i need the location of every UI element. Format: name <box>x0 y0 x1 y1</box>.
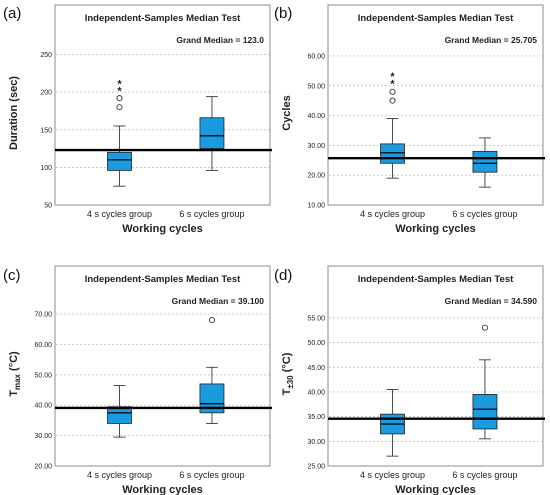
panel-frame <box>327 4 544 206</box>
y-tick-label: 50.00 <box>307 340 325 347</box>
panel-letter: (a) <box>3 5 21 22</box>
panel-c: (c) Independent-Samples Median Test Grand … <box>3 265 272 495</box>
y-axis-label: T±30 (°C) <box>281 352 295 395</box>
y-tick-label: 40.00 <box>307 389 325 396</box>
y-tick-label: 30.00 <box>34 433 52 440</box>
y-tick-label: 50 <box>44 203 52 210</box>
y-tick-label: 50.00 <box>307 83 325 90</box>
y-tick-label: 10.00 <box>307 203 325 210</box>
iqr-box <box>380 143 405 164</box>
x-category-label: 4 s cycles group <box>360 209 425 219</box>
outlier-point <box>481 324 488 331</box>
y-tick-label: 20.00 <box>307 173 325 180</box>
grand-median-label: Grand Median = 123.0 <box>176 35 264 45</box>
panel-frame <box>54 4 271 206</box>
box-4s: ** <box>107 79 132 187</box>
extreme-point: * <box>390 71 395 83</box>
extreme-point: * <box>117 85 122 97</box>
y-axis-label-unit: (°C) <box>8 351 20 374</box>
box-6s <box>472 324 498 440</box>
chart-title: Independent-Samples Median Test <box>358 13 514 24</box>
iqr-box <box>199 117 225 149</box>
x-axis-label: Working cycles <box>395 223 476 235</box>
y-tick-label: 50.00 <box>34 372 52 379</box>
y-axis-label: Cycles <box>281 95 293 130</box>
panel-a: (a) Independent-Samples Median Test Grand … <box>3 4 272 235</box>
extreme-point: * <box>390 78 395 90</box>
extreme-point: * <box>117 79 122 91</box>
y-tick-label: 55.00 <box>307 315 325 322</box>
panel-b: (b) Independent-Samples Median Test Grand … <box>274 4 545 235</box>
x-category-label: 6 s cycles group <box>452 209 517 219</box>
x-category-label: 6 s cycles group <box>179 470 244 480</box>
y-axis-label: Tmax (°C) <box>8 351 22 397</box>
y-tick-label: 70.00 <box>34 312 52 319</box>
x-axis-label: Working cycles <box>122 484 203 495</box>
y-axis-label-main: Cycles <box>281 95 293 130</box>
grand-median-label: Grand Median = 34.590 <box>445 296 538 306</box>
box-6s <box>472 137 498 188</box>
chart-title: Independent-Samples Median Test <box>85 274 241 285</box>
panel-d: (d) Independent-Samples Median Test Grand … <box>274 265 545 495</box>
y-tick-label: 20.00 <box>34 464 52 471</box>
y-tick-label: 40.00 <box>307 113 325 120</box>
panel-frame <box>54 265 271 467</box>
box-4s <box>107 385 132 438</box>
iqr-box <box>107 151 132 171</box>
y-tick-label: 45.00 <box>307 365 325 372</box>
y-tick-label: 150 <box>40 127 52 134</box>
y-tick-label: 60.00 <box>34 342 52 349</box>
y-axis-label-subscript: ±30 <box>286 375 295 389</box>
y-tick-label: 30.00 <box>307 439 325 446</box>
x-category-label: 4 s cycles group <box>87 209 152 219</box>
y-axis-label-main: T <box>281 388 293 395</box>
y-tick-label: 250 <box>40 52 52 59</box>
y-tick-label: 100 <box>40 165 52 172</box>
panel-letter: (d) <box>274 267 292 284</box>
y-axis-label: Duration (sec) <box>8 76 20 150</box>
outlier-point <box>116 95 123 102</box>
y-tick-label: 60.00 <box>307 53 325 60</box>
outlier-point <box>389 88 396 95</box>
y-tick-label: 40.00 <box>34 403 52 410</box>
y-tick-label: 25.00 <box>307 464 325 471</box>
panel-frame <box>327 265 544 467</box>
outlier-point <box>116 104 123 111</box>
iqr-box <box>472 150 498 173</box>
y-tick-label: 30.00 <box>307 143 325 150</box>
x-category-label: 4 s cycles group <box>360 470 425 480</box>
x-axis-label: Working cycles <box>395 484 476 495</box>
box-6s <box>199 96 225 171</box>
chart-title: Independent-Samples Median Test <box>85 13 241 24</box>
panel-letter: (c) <box>3 267 21 284</box>
outlier-point <box>389 97 396 104</box>
y-axis-label-main: Duration (sec) <box>8 76 20 150</box>
outlier-point <box>208 317 215 324</box>
y-axis-label-subscript: max <box>13 373 22 390</box>
y-tick-label: 35.00 <box>307 414 325 421</box>
iqr-box <box>107 406 132 424</box>
chart-title: Independent-Samples Median Test <box>358 274 514 285</box>
grand-median-label: Grand Median = 39.100 <box>172 296 265 306</box>
x-category-label: 6 s cycles group <box>179 209 244 219</box>
grand-median-label: Grand Median = 25.705 <box>445 35 538 45</box>
x-category-label: 4 s cycles group <box>87 470 152 480</box>
iqr-box <box>472 394 498 430</box>
y-axis-label-main: T <box>8 390 20 397</box>
x-category-label: 6 s cycles group <box>452 470 517 480</box>
x-axis-label: Working cycles <box>122 223 203 235</box>
y-tick-label: 200 <box>40 90 52 97</box>
y-axis-label-unit: (°C) <box>281 352 293 375</box>
panel-letter: (b) <box>274 5 292 22</box>
